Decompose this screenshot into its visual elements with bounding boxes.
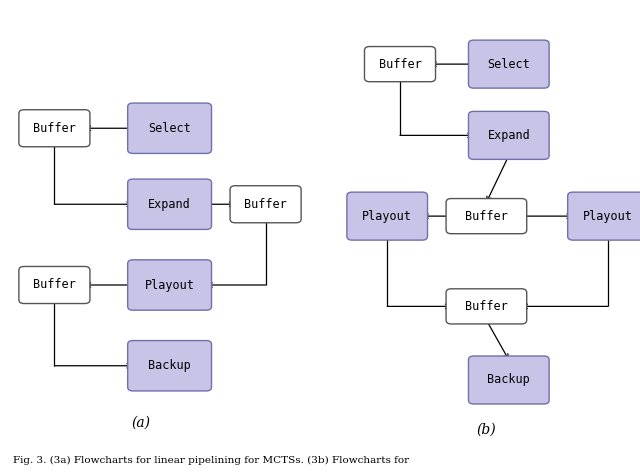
Text: Expand: Expand (148, 198, 191, 211)
Text: Playout: Playout (145, 278, 195, 292)
Text: Buffer: Buffer (379, 57, 421, 71)
FancyBboxPatch shape (446, 199, 527, 234)
Text: (b): (b) (477, 423, 496, 437)
Text: Buffer: Buffer (244, 198, 287, 211)
FancyBboxPatch shape (568, 192, 640, 240)
Text: Playout: Playout (362, 209, 412, 223)
Text: Select: Select (488, 57, 530, 71)
FancyBboxPatch shape (347, 192, 428, 240)
Text: Buffer: Buffer (465, 209, 508, 223)
FancyBboxPatch shape (468, 40, 549, 88)
Text: Playout: Playout (583, 209, 633, 223)
FancyBboxPatch shape (19, 266, 90, 304)
FancyBboxPatch shape (446, 289, 527, 324)
FancyBboxPatch shape (468, 112, 549, 160)
Text: Buffer: Buffer (33, 122, 76, 135)
Text: Buffer: Buffer (33, 278, 76, 292)
Text: Fig. 3. (3a) Flowcharts for linear pipelining for MCTSs. (3b) Flowcharts for: Fig. 3. (3a) Flowcharts for linear pipel… (13, 456, 409, 465)
FancyBboxPatch shape (128, 179, 211, 229)
FancyBboxPatch shape (128, 341, 211, 391)
FancyBboxPatch shape (19, 110, 90, 147)
FancyBboxPatch shape (128, 103, 211, 153)
Text: Buffer: Buffer (465, 300, 508, 313)
FancyBboxPatch shape (230, 186, 301, 223)
Text: Backup: Backup (488, 373, 530, 387)
FancyBboxPatch shape (468, 356, 549, 404)
Text: Select: Select (148, 122, 191, 135)
FancyBboxPatch shape (128, 260, 211, 310)
Text: Expand: Expand (488, 129, 530, 142)
Text: Backup: Backup (148, 359, 191, 372)
Text: (a): (a) (131, 416, 150, 430)
FancyBboxPatch shape (365, 47, 435, 82)
